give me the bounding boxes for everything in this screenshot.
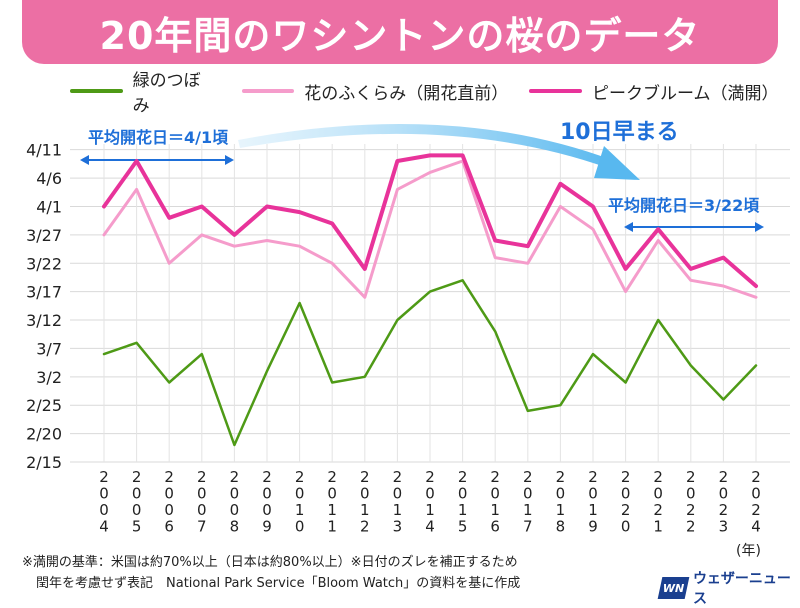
legend-item-peak-bloom: ピークブルーム（満開） (529, 79, 779, 104)
y-tick-label: 2/20 (26, 425, 62, 444)
shift-arrow-head (594, 146, 640, 180)
avg-old-label: 平均開花日＝4/1頃 (88, 128, 229, 147)
avg-old-arrow-left (80, 155, 89, 165)
series-line-2 (102, 159, 758, 299)
title-banner: 20年間のワシントンの桜のデータ (22, 0, 778, 64)
shift-arrow-body (238, 124, 612, 168)
legend-label-dark-pink: ピークブルーム（満開） (592, 83, 779, 104)
shift-label: 10日早まる (560, 120, 679, 145)
legend-swatch-dark-pink (529, 89, 583, 93)
y-tick-label: 4/6 (36, 169, 62, 188)
y-tick-label: 4/11 (26, 141, 62, 160)
logo-text: ウェザーニュース (692, 571, 791, 607)
legend: 緑のつぼみ 花のふくらみ（開花直前） ピークブルーム（満開） (70, 71, 800, 116)
legend-label-light-pink: 花のふくらみ（開花直前） (304, 83, 509, 104)
legend-item-swelling: 花のふくらみ（開花直前） (241, 79, 509, 104)
series-line-3 (102, 153, 758, 288)
legend-swatch-green (70, 89, 123, 93)
avg-old-arrow-right (225, 155, 234, 165)
y-tick-label: 3/12 (26, 311, 62, 330)
avg-new-arrow-left (624, 222, 633, 232)
y-tick-label: 2/15 (26, 453, 62, 472)
footnote-line-1: ※満開の基準：米国は約70%以上（日本は約80%以上）※日付のズレを補正するため (22, 555, 518, 570)
y-tick-label: 4/1 (36, 197, 62, 216)
y-tick-label: 3/17 (26, 283, 62, 302)
y-tick-label: 2/25 (26, 396, 62, 415)
series-line-1 (102, 279, 758, 447)
y-tick-label: 3/22 (26, 254, 62, 273)
legend-label-green: 緑のつぼみ (132, 71, 201, 116)
avg-new-arrow-right (755, 222, 764, 232)
legend-swatch-light-pink (241, 89, 295, 93)
avg-new-label: 平均開花日＝3/22頃 (608, 196, 760, 215)
chart-title: 20年間のワシントンの桜のデータ (99, 13, 701, 58)
y-tick-label: 3/27 (26, 226, 62, 245)
y-tick-label: 3/2 (36, 368, 62, 387)
x-unit-label: (年) (736, 543, 761, 559)
weathernews-logo: WN ウェザーニュース (657, 568, 800, 608)
y-tick-label: 3/7 (36, 339, 62, 358)
footnote-line-2: 閏年を考慮せず表記 National Park Service「Bloom Wa… (36, 576, 521, 591)
footnote: ※満開の基準：米国は約70%以上（日本は約80%以上）※日付のズレを補正するため… (22, 552, 520, 594)
legend-item-green-bud: 緑のつぼみ (70, 66, 216, 116)
logo-mark: WN (657, 577, 690, 599)
